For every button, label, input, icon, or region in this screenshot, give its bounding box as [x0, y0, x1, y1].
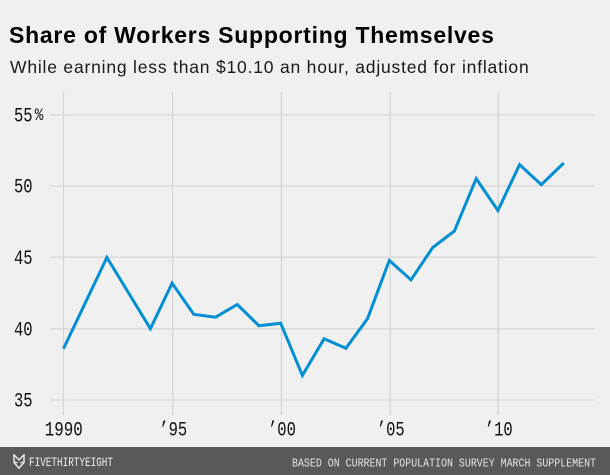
- svg-text:’10: ’10: [485, 419, 513, 442]
- svg-text:%: %: [35, 106, 44, 126]
- svg-text:55: 55: [14, 105, 33, 128]
- svg-text:BASED ON CURRENT POPULATION SU: BASED ON CURRENT POPULATION SURVEY MARCH…: [292, 457, 596, 469]
- svg-text:45: 45: [14, 248, 33, 271]
- svg-text:’00: ’00: [268, 419, 296, 442]
- svg-text:1990: 1990: [45, 419, 83, 442]
- svg-text:50: 50: [14, 177, 33, 200]
- svg-text:FIVETHIRTYEIGHT: FIVETHIRTYEIGHT: [29, 456, 113, 468]
- svg-text:’95: ’95: [159, 419, 187, 442]
- svg-text:35: 35: [14, 391, 33, 414]
- svg-text:’05: ’05: [377, 419, 405, 442]
- svg-text:40: 40: [14, 319, 33, 342]
